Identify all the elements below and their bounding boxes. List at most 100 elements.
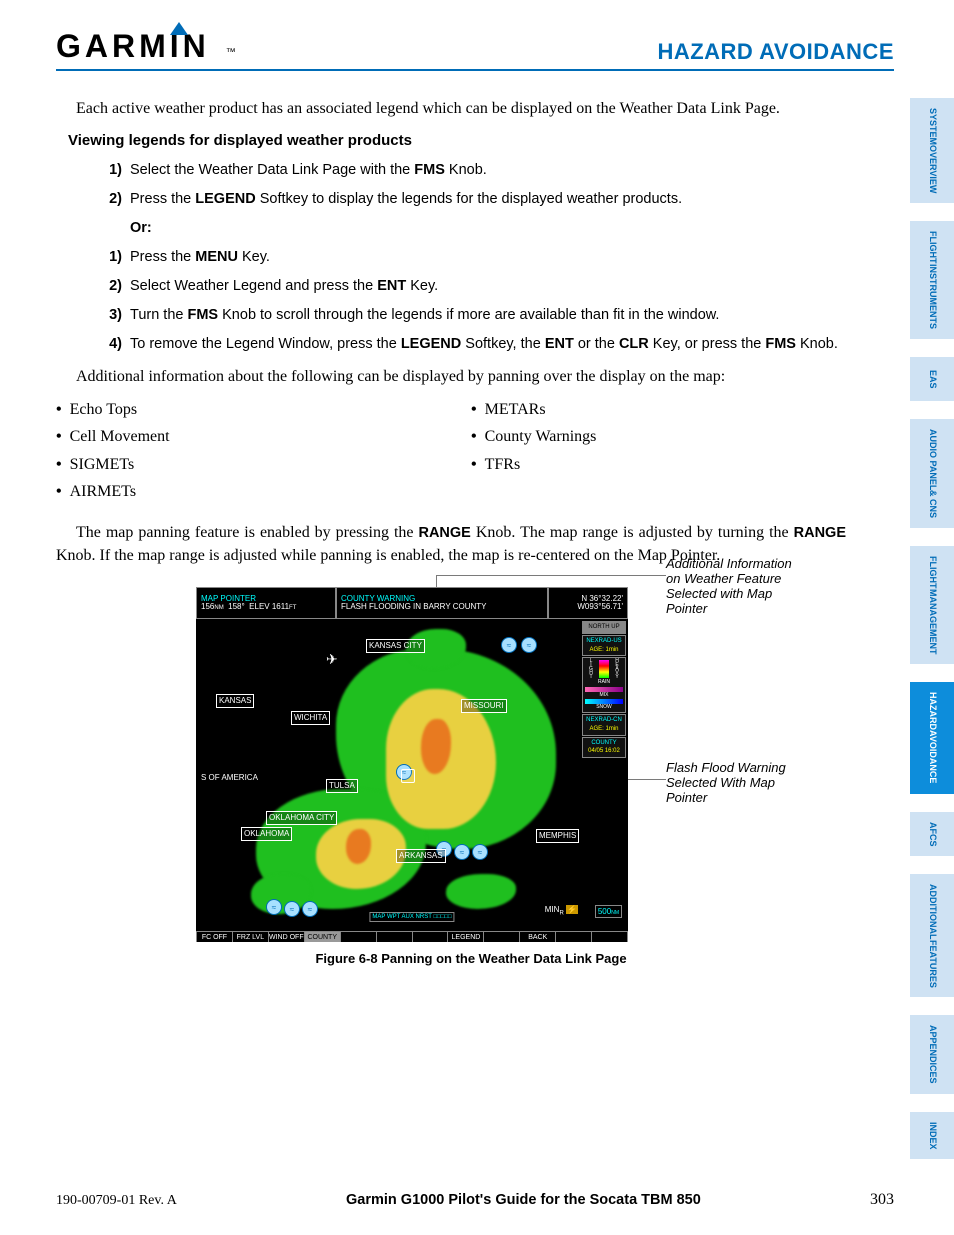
bullet-item: METARs bbox=[471, 398, 846, 421]
softkey-bar: FC OFF FRZ LVL WIND OFF COUNTY LEGEND BA… bbox=[196, 922, 628, 942]
map-label-oklahoma: OKLAHOMA bbox=[241, 827, 292, 841]
map-label-arkansas: ARKANSAS bbox=[396, 849, 446, 863]
callout-flash-flood: Flash Flood Warning Selected With Map Po… bbox=[666, 761, 806, 806]
tab-flight-management[interactable]: FLIGHTMANAGEMENT bbox=[910, 546, 954, 664]
callout-additional-info: Additional Information on Weather Featur… bbox=[666, 557, 806, 617]
section-title: HAZARD AVOIDANCE bbox=[657, 39, 894, 65]
figure-6-8: Additional Information on Weather Featur… bbox=[196, 587, 846, 969]
softkey-blank[interactable] bbox=[556, 931, 592, 942]
map-label-kansas-city: KANSAS CITY bbox=[366, 639, 425, 653]
softkey-wind-off[interactable]: WIND OFF bbox=[269, 931, 305, 942]
nexrad-cn-box: NEXRAD-CNAGE: 1min bbox=[582, 714, 626, 735]
step-number: 1) bbox=[98, 160, 122, 181]
bullet-item: County Warnings bbox=[471, 425, 846, 448]
step-number: 1) bbox=[98, 247, 122, 268]
step-text: Select the Weather Data Link Page with t… bbox=[130, 160, 846, 181]
step-a2: 2) Press the LEGEND Softkey to display t… bbox=[98, 189, 846, 210]
tab-eas[interactable]: EAS bbox=[910, 357, 954, 401]
step-text: Press the LEGEND Softkey to display the … bbox=[130, 189, 846, 210]
logo-triangle-icon bbox=[170, 22, 188, 35]
step-number: 3) bbox=[98, 305, 122, 326]
feature-bullets: Echo Tops Cell Movement SIGMETs AIRMETs … bbox=[56, 398, 846, 507]
page-header: GARMIN™ HAZARD AVOIDANCE bbox=[56, 28, 894, 71]
or-separator: Or: bbox=[130, 218, 846, 239]
bullet-item: Cell Movement bbox=[56, 425, 431, 448]
step-b4: 4) To remove the Legend Window, press th… bbox=[98, 334, 846, 355]
tab-appendices[interactable]: APPENDICES bbox=[910, 1015, 954, 1094]
coordinates-box: N 36°32.22' W093°56.71' bbox=[548, 587, 628, 619]
county-box: COUNTY04/05 16:02 bbox=[582, 737, 626, 758]
tab-afcs[interactable]: AFCS bbox=[910, 812, 954, 857]
map-label-missouri: MISSOURI bbox=[461, 699, 507, 713]
tab-audio-panel[interactable]: AUDIO PANEL& CNS bbox=[910, 419, 954, 528]
step-b2: 2) Select Weather Legend and press the E… bbox=[98, 276, 846, 297]
softkey-blank[interactable] bbox=[484, 931, 520, 942]
page-footer: 190-00709-01 Rev. A Garmin G1000 Pilot's… bbox=[56, 1191, 894, 1209]
tab-additional-features[interactable]: ADDITIONALFEATURES bbox=[910, 874, 954, 997]
softkey-blank[interactable] bbox=[341, 931, 377, 942]
step-b3: 3) Turn the FMS Knob to scroll through t… bbox=[98, 305, 846, 326]
step-text: To remove the Legend Window, press the L… bbox=[130, 334, 846, 355]
map-label-kansas: KANSAS bbox=[216, 694, 254, 708]
doc-number: 190-00709-01 Rev. A bbox=[56, 1193, 177, 1209]
step-number: 4) bbox=[98, 334, 122, 355]
step-a1: 1) Select the Weather Data Link Page wit… bbox=[98, 160, 846, 181]
radar-info-bar: MAP POINTER 156NM 158° ELEV 1611FT COUNT… bbox=[196, 587, 628, 619]
nexrad-us-box: NEXRAD-USAGE: 1min bbox=[582, 635, 626, 656]
min-r-label: MINR ⚡ bbox=[545, 904, 578, 918]
figure-caption: Figure 6-8 Panning on the Weather Data L… bbox=[96, 950, 846, 969]
steps-list-a: 1) Select the Weather Data Link Page wit… bbox=[98, 160, 846, 355]
callout-line bbox=[436, 575, 666, 576]
radar-display: MAP POINTER 156NM 158° ELEV 1611FT COUNT… bbox=[196, 587, 628, 942]
softkey-blank[interactable] bbox=[413, 931, 449, 942]
bullet-item: AIRMETs bbox=[56, 480, 431, 503]
radar-map: ≈ ≈ ≈ ≈ ≈ ≈ ≈ ≈ ≈ ✈ KANSAS KANSAS CITY bbox=[196, 619, 628, 922]
content-area: Each active weather product has an assoc… bbox=[56, 97, 894, 969]
rain-legend: LIGHTHEAVY RAIN MIX SNOW bbox=[582, 657, 626, 713]
side-tabs: SYSTEMOVERVIEW FLIGHTINSTRUMENTS EAS AUD… bbox=[910, 98, 954, 1159]
weather-icon: ≈ bbox=[302, 901, 318, 917]
page-group-bar: MAP WPT AUX NRST □□□□□ bbox=[369, 912, 454, 923]
garmin-logo: GARMIN™ bbox=[56, 28, 238, 65]
north-up-label: NORTH UP bbox=[582, 621, 626, 634]
map-label-tulsa: TULSA bbox=[326, 779, 358, 793]
step-number: 2) bbox=[98, 276, 122, 297]
softkey-back[interactable]: BACK bbox=[520, 931, 556, 942]
page-number: 303 bbox=[870, 1191, 894, 1209]
map-label-memphis: MEMPHIS bbox=[536, 829, 579, 843]
step-text: Press the MENU Key. bbox=[130, 247, 846, 268]
doc-title: Garmin G1000 Pilot's Guide for the Socat… bbox=[346, 1192, 701, 1208]
map-label-okc: OKLAHOMA CITY bbox=[266, 811, 337, 825]
logo-tm: ™ bbox=[226, 47, 236, 58]
bullet-item: SIGMETs bbox=[56, 453, 431, 476]
procedure-heading: Viewing legends for displayed weather pr… bbox=[68, 130, 846, 152]
map-pointer-box: MAP POINTER 156NM 158° ELEV 1611FT bbox=[196, 587, 336, 619]
bullet-item: TFRs bbox=[471, 453, 846, 476]
map-label-wichita: WICHITA bbox=[291, 711, 330, 725]
step-text: Turn the FMS Knob to scroll through the … bbox=[130, 305, 846, 326]
radar-legend-panel: NORTH UP NEXRAD-USAGE: 1min LIGHTHEAVY R… bbox=[582, 621, 626, 759]
step-text: Select Weather Legend and press the ENT … bbox=[130, 276, 846, 297]
scale-label: 500NM bbox=[595, 905, 622, 919]
softkey-blank[interactable] bbox=[592, 931, 628, 942]
tab-index[interactable]: INDEX bbox=[910, 1112, 954, 1160]
bullets-right: METARs County Warnings TFRs bbox=[471, 398, 846, 507]
weather-icon: ≈ bbox=[284, 901, 300, 917]
county-warning-box: COUNTY WARNING FLASH FLOODING IN BARRY C… bbox=[336, 587, 548, 619]
intro-paragraph: Each active weather product has an assoc… bbox=[56, 97, 846, 120]
bullet-item: Echo Tops bbox=[56, 398, 431, 421]
softkey-legend[interactable]: LEGEND bbox=[448, 931, 484, 942]
softkey-county[interactable]: COUNTY bbox=[305, 931, 341, 942]
softkey-fc-off[interactable]: FC OFF bbox=[196, 931, 233, 942]
map-pointer-cursor bbox=[401, 769, 415, 783]
step-number: 2) bbox=[98, 189, 122, 210]
tab-hazard-avoidance[interactable]: HAZARDAVOIDANCE bbox=[910, 682, 954, 793]
step-b1: 1) Press the MENU Key. bbox=[98, 247, 846, 268]
map-label-s-america: S OF AMERICA bbox=[199, 772, 260, 784]
bullets-left: Echo Tops Cell Movement SIGMETs AIRMETs bbox=[56, 398, 431, 507]
panning-info-paragraph: Additional information about the followi… bbox=[56, 365, 846, 388]
softkey-frz-lvl[interactable]: FRZ LVL bbox=[233, 931, 269, 942]
tab-system-overview[interactable]: SYSTEMOVERVIEW bbox=[910, 98, 954, 203]
tab-flight-instruments[interactable]: FLIGHTINSTRUMENTS bbox=[910, 221, 954, 339]
softkey-blank[interactable] bbox=[377, 931, 413, 942]
